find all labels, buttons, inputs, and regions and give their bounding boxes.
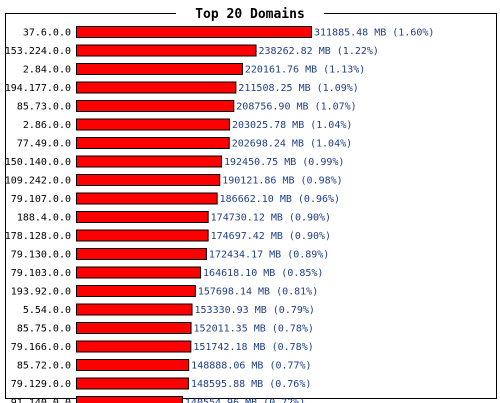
category-label: 77.49.0.0: [17, 139, 71, 150]
value-label: 172434.17 MB (0.89%): [209, 250, 329, 261]
category-label: 109.242.0.0: [5, 176, 71, 187]
value-label: 174697.42 MB (0.90%): [211, 231, 331, 242]
bar: [76, 137, 230, 149]
bar: [76, 285, 196, 297]
bar: [76, 26, 312, 38]
category-label: 79.129.0.0: [11, 379, 71, 390]
bar: [76, 248, 207, 260]
bar: [76, 266, 202, 279]
value-label: 186662.10 MB (0.96%): [220, 194, 340, 205]
category-label: 150.140.0.0: [5, 157, 71, 168]
bar: [76, 81, 237, 94]
bar-group: 37.6.0.0 311885.48 MB (1.60%) 153.224.0.0 2…: [5, 26, 434, 403]
category-label: 85.73.0.0: [17, 102, 71, 113]
value-label: 238262.82 MB (1.22%): [259, 46, 379, 57]
category-label: 2.84.0.0: [23, 65, 71, 76]
value-label: 174730.12 MB (0.90%): [211, 213, 331, 224]
category-label: 5.54.0.0: [23, 305, 71, 316]
value-label: 148595.88 MB (0.76%): [191, 379, 311, 390]
value-label: 152011.35 MB (0.78%): [194, 324, 314, 335]
category-label: 85.75.0.0: [17, 324, 71, 335]
category-label: 188.4.0.0: [17, 213, 71, 224]
value-label: 153330.93 MB (0.79%): [195, 305, 315, 316]
bar: [76, 100, 235, 112]
category-label: 79.130.0.0: [11, 250, 71, 261]
value-label: 203025.78 MB (1.04%): [232, 120, 352, 131]
category-label: 2.86.0.0: [23, 120, 71, 131]
bar: [76, 359, 190, 371]
bar: [76, 229, 209, 242]
category-label: 194.177.0.0: [5, 83, 71, 94]
value-label: 220161.76 MB (1.13%): [245, 65, 365, 76]
value-label: 148888.06 MB (0.77%): [191, 361, 311, 372]
chart-title: Top 20 Domains: [195, 7, 305, 22]
bar: [76, 340, 192, 353]
category-label: 79.107.0.0: [11, 194, 71, 205]
bar: [76, 192, 218, 205]
value-label: 151742.18 MB (0.78%): [193, 342, 313, 353]
category-label: 79.166.0.0: [11, 342, 71, 353]
category-label: 79.103.0.0: [11, 268, 71, 279]
value-label: 208756.90 MB (1.07%): [236, 102, 356, 113]
value-label: 192450.75 MB (0.99%): [224, 157, 344, 168]
bar: [76, 303, 193, 316]
value-label: 190121.86 MB (0.98%): [222, 176, 342, 187]
bar: [76, 155, 223, 168]
value-label: 140554.96 MB (0.72%): [185, 398, 305, 403]
bar: [76, 396, 183, 403]
bar: [76, 377, 189, 390]
bar: [76, 63, 243, 75]
bar: [76, 211, 209, 223]
bar: [76, 118, 230, 131]
category-label: 85.72.0.0: [17, 361, 71, 372]
value-label: 202698.24 MB (1.04%): [232, 139, 352, 150]
bar: [76, 44, 257, 57]
bar: [76, 174, 221, 186]
category-label: 91.140.0.0: [11, 398, 71, 403]
category-label: 37.6.0.0: [23, 28, 71, 39]
category-label: 153.224.0.0: [5, 46, 71, 57]
category-label: 178.128.0.0: [5, 231, 71, 242]
value-label: 311885.48 MB (1.60%): [314, 28, 434, 39]
value-label: 211508.25 MB (1.09%): [238, 83, 358, 94]
bar: [76, 322, 192, 334]
value-label: 164618.10 MB (0.85%): [203, 268, 323, 279]
category-label: 193.92.0.0: [11, 287, 71, 298]
value-label: 157698.14 MB (0.81%): [198, 287, 318, 298]
title-background: [176, 4, 324, 22]
